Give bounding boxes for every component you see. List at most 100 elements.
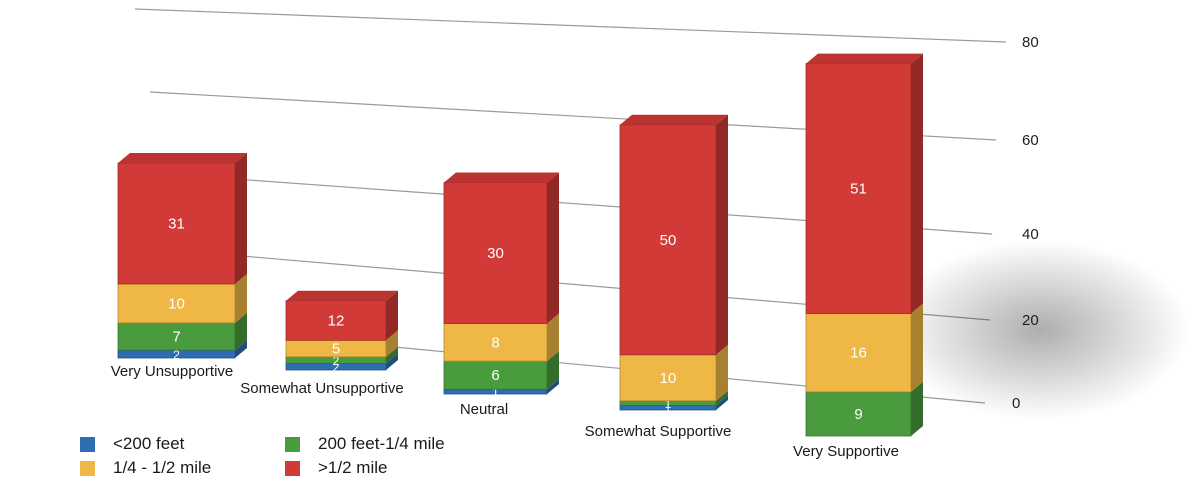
bar-segment: 10 <box>619 344 728 402</box>
bar-side <box>547 379 559 394</box>
data-label: 1 <box>492 386 499 400</box>
bar-face <box>805 391 912 437</box>
bar-segment: 50 <box>619 114 728 356</box>
bar-top <box>444 172 559 183</box>
bar-side <box>716 390 728 406</box>
bar-side <box>911 381 923 436</box>
bar-side <box>386 290 398 341</box>
legend-label: <200 feet <box>113 434 185 453</box>
legend-swatch <box>285 460 300 476</box>
y-tick-label: 20 <box>1022 312 1039 329</box>
bar-side <box>547 313 559 362</box>
gridline <box>134 8 1007 43</box>
data-label: 8 <box>491 334 499 351</box>
gridlines <box>134 8 1190 420</box>
data-label: 6 <box>491 367 499 384</box>
bar-side <box>235 153 247 284</box>
data-label: 7 <box>172 329 180 346</box>
bar-side <box>235 273 247 323</box>
y-tick-label: 60 <box>1022 132 1039 149</box>
bar-side <box>235 340 247 358</box>
legend-item-200-quarter: 200 feet-1/4 mile <box>285 434 445 454</box>
y-tick-label: 0 <box>1012 395 1020 412</box>
bar-side <box>386 346 398 364</box>
bar-segment: 9 <box>805 381 923 437</box>
bar-side <box>716 114 728 355</box>
data-label: 30 <box>487 245 504 262</box>
category-labels: Very Unsupportive Somewhat Unsupportive Ne… <box>111 363 899 460</box>
bar-side <box>547 172 559 324</box>
bar-stack: 1 6 8 30 <box>443 172 559 400</box>
data-label: 10 <box>168 295 185 312</box>
y-tick-label: 40 <box>1022 226 1039 243</box>
bar-segment: 7 <box>117 312 247 351</box>
bar-segment: 8 <box>443 313 559 362</box>
category-label: Somewhat Unsupportive <box>240 380 403 397</box>
bar-stack: 11 10 50 <box>619 114 728 416</box>
bar-face <box>805 313 912 393</box>
floor-shadow <box>890 240 1190 420</box>
bar-segment: 5 <box>285 330 398 358</box>
bar-segment: 31 <box>117 153 247 285</box>
legend-swatch <box>80 460 95 476</box>
bar-segment: 10 <box>117 273 247 324</box>
legend-label: 200 feet-1/4 mile <box>318 434 445 453</box>
legend-swatch <box>285 436 300 452</box>
category-label: Somewhat Supportive <box>585 423 732 440</box>
bar-face <box>117 283 236 324</box>
data-label: 31 <box>168 215 185 232</box>
bar-face <box>443 182 548 324</box>
y-axis: 0 20 40 60 80 <box>1012 34 1039 412</box>
data-label: 10 <box>660 370 677 387</box>
bar-side <box>716 344 728 401</box>
bar-side <box>386 353 398 370</box>
bar-side <box>386 330 398 357</box>
bar-face <box>285 300 387 341</box>
data-label: 50 <box>660 232 677 249</box>
legend-item-gt-half: >1/2 mile <box>285 458 387 478</box>
bar-segment: 16 <box>805 303 923 393</box>
bar-stack: 2 7 10 31 <box>117 153 247 362</box>
bar-top <box>620 114 728 125</box>
data-label: 1 <box>665 402 672 416</box>
bar-segment: 51 <box>805 53 923 314</box>
bar-face <box>117 162 236 285</box>
bar-side <box>911 53 923 314</box>
data-label: 2 <box>333 354 340 368</box>
bar-stack: 9 16 51 <box>805 53 923 437</box>
bar-top <box>286 290 398 301</box>
legend-item-quarter-half: 1/4 - 1/2 mile <box>80 458 211 478</box>
bar-face <box>805 63 912 314</box>
legend-item-lt200: <200 feet <box>80 434 184 454</box>
y-tick-label: 80 <box>1022 34 1039 51</box>
data-label: 5 <box>332 341 340 358</box>
data-label: 12 <box>328 313 345 330</box>
bar-side <box>911 303 923 392</box>
bar-face <box>619 354 717 402</box>
data-label: 1 <box>665 397 672 411</box>
bar-segment: 30 <box>443 172 559 324</box>
category-label: Very Supportive <box>793 443 899 460</box>
legend-label: >1/2 mile <box>318 458 388 477</box>
data-label: 16 <box>850 345 867 362</box>
data-label: 2 <box>173 348 180 362</box>
bar-face <box>443 360 548 390</box>
bar-segment: 12 <box>285 290 398 341</box>
legend-swatch <box>80 436 95 452</box>
category-label: Neutral <box>460 401 508 418</box>
bar-top <box>806 53 923 64</box>
bar-face <box>619 124 717 356</box>
data-label: 9 <box>854 406 862 423</box>
legend-label: 1/4 - 1/2 mile <box>113 458 212 477</box>
data-label: 51 <box>850 181 867 198</box>
bar-segment: 6 <box>443 351 559 390</box>
bar-side <box>235 312 247 351</box>
data-label: 2 <box>333 361 340 375</box>
category-label: Very Unsupportive <box>111 363 234 380</box>
bar-side <box>547 351 559 390</box>
bar-side <box>716 395 728 410</box>
bar-top <box>118 153 247 163</box>
